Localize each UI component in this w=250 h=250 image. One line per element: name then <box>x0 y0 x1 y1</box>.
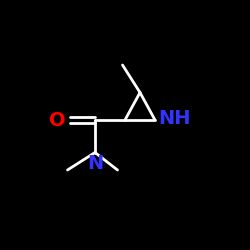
Text: N: N <box>87 154 103 173</box>
Text: NH: NH <box>159 109 191 128</box>
Text: O: O <box>49 110 66 130</box>
